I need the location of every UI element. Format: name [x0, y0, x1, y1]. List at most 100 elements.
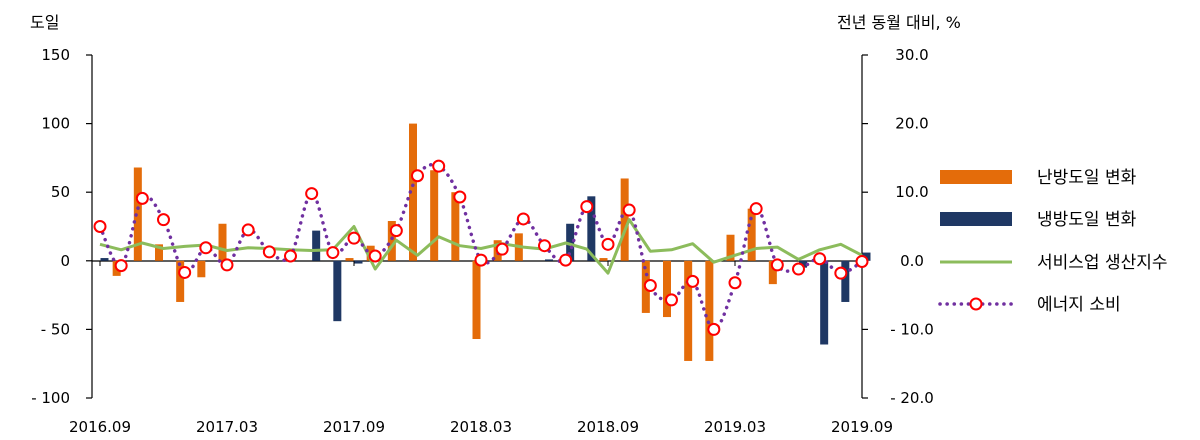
energy-marker [728, 276, 742, 290]
energy-marker [749, 202, 763, 216]
x-tick-label: 2017.09 [323, 418, 385, 436]
heating-bar [409, 123, 417, 261]
energy-marker [262, 245, 276, 259]
cooling-bar [566, 223, 575, 261]
energy-marker [220, 258, 234, 272]
energy-marker [559, 253, 573, 267]
cooling-bar [820, 260, 829, 345]
heating-bar [472, 260, 481, 340]
heating-bar [726, 234, 735, 261]
heating-bar [218, 223, 227, 261]
right-axis-title: 전년 동월 대비, % [837, 13, 961, 32]
energy-marker [622, 203, 636, 217]
energy-marker [305, 187, 319, 201]
energy-marker [580, 200, 594, 214]
legend-label-service: 서비스업 생산지수 [1037, 253, 1168, 273]
energy-marker [707, 322, 721, 336]
cooling-bar [545, 259, 553, 261]
energy-marker [834, 266, 848, 280]
heating-bar [451, 192, 460, 261]
x-axis-ticks: 2016.09 2017.03 2017.09 2018.03 2018.09 2019.… [69, 261, 893, 436]
heating-bar [684, 260, 693, 361]
energy-marker [474, 253, 488, 267]
right-tick-label: 10.0 [895, 183, 928, 201]
heating-bar [155, 244, 163, 261]
cooling-bar [799, 260, 807, 268]
heating-bar [387, 221, 396, 261]
energy-marker [538, 239, 551, 253]
heating-bar [663, 260, 671, 318]
right-tick-label: 30.0 [895, 46, 928, 64]
heating-bar [768, 260, 777, 285]
heating-bar [599, 258, 608, 261]
right-axis-ticks: 30.0 20.0 10.0 0.0 - 10.0 - 20.0 [862, 46, 934, 407]
energy-marker [770, 258, 784, 272]
legend: 난방도일 변화 냉방도일 변화 서비스업 생산지수 에너지 소비 [938, 168, 1168, 315]
legend-marker-energy [969, 297, 983, 311]
left-tick-label: - 50 [41, 320, 70, 338]
cooling-bar [312, 230, 321, 261]
heating-bar [197, 260, 206, 278]
left-tick-label: 50 [51, 183, 70, 201]
energy-marker [368, 249, 382, 263]
right-tick-label: 20.0 [895, 115, 928, 133]
heating-bar [705, 260, 714, 361]
x-tick-label: 2016.09 [69, 418, 131, 436]
energy-marker [792, 262, 805, 276]
legend-item-energy: 에너지 소비 [938, 295, 1121, 315]
marker-series [93, 159, 869, 336]
service-index-line [99, 218, 863, 275]
bar-series [100, 123, 871, 361]
energy-marker [93, 220, 107, 233]
legend-label-energy: 에너지 소비 [1037, 295, 1121, 315]
energy-marker [432, 159, 446, 173]
cooling-bar [862, 252, 871, 261]
right-tick-label: 0.0 [900, 252, 924, 270]
left-tick-label: 0 [60, 252, 70, 270]
heating-bar [133, 167, 142, 261]
heating-bar [345, 258, 354, 261]
energy-marker [643, 278, 657, 292]
energy-marker [453, 190, 467, 204]
cooling-bar [333, 260, 342, 322]
energy-marker [284, 249, 297, 263]
x-tick-label: 2019.09 [831, 418, 893, 436]
energy-marker [686, 274, 700, 288]
energy-marker [241, 223, 255, 237]
cooling-bar [354, 260, 363, 264]
legend-item-cooling: 냉방도일 변화 [940, 210, 1137, 230]
energy-marker [347, 231, 361, 245]
left-tick-label: 100 [41, 115, 70, 133]
heating-bar [747, 208, 756, 261]
energy-marker [135, 191, 149, 205]
heating-bar [430, 170, 439, 261]
legend-swatch-heating [940, 170, 1012, 184]
left-tick-label: 150 [41, 46, 70, 64]
energy-marker [411, 169, 424, 183]
cooling-bar [841, 260, 850, 302]
legend-label-heating: 난방도일 변화 [1037, 168, 1137, 188]
x-tick-label: 2019.03 [704, 418, 766, 436]
energy-marker [516, 212, 530, 226]
cooling-bar [587, 196, 596, 261]
energy-marker [665, 293, 678, 307]
x-tick-label: 2017.03 [196, 418, 258, 436]
energy-marker [199, 241, 213, 255]
energy-marker [326, 246, 340, 260]
energy-marker [601, 237, 615, 251]
energy-marker [178, 265, 192, 279]
right-tick-label: - 20.0 [890, 389, 934, 407]
x-tick-label: 2018.03 [450, 418, 512, 436]
energy-marker [495, 242, 509, 256]
left-axis-ticks: 150 100 50 0 - 50 - 100 [31, 46, 92, 407]
energy-marker [389, 224, 403, 238]
energy-marker [157, 213, 170, 227]
left-tick-label: - 100 [31, 389, 70, 407]
legend-label-cooling: 냉방도일 변화 [1037, 210, 1137, 230]
energy-marker [855, 254, 869, 268]
cooling-bar [100, 258, 109, 261]
legend-item-heating: 난방도일 변화 [940, 168, 1137, 188]
x-tick-label: 2018.09 [577, 418, 639, 436]
legend-item-service: 서비스업 생산지수 [940, 253, 1168, 273]
